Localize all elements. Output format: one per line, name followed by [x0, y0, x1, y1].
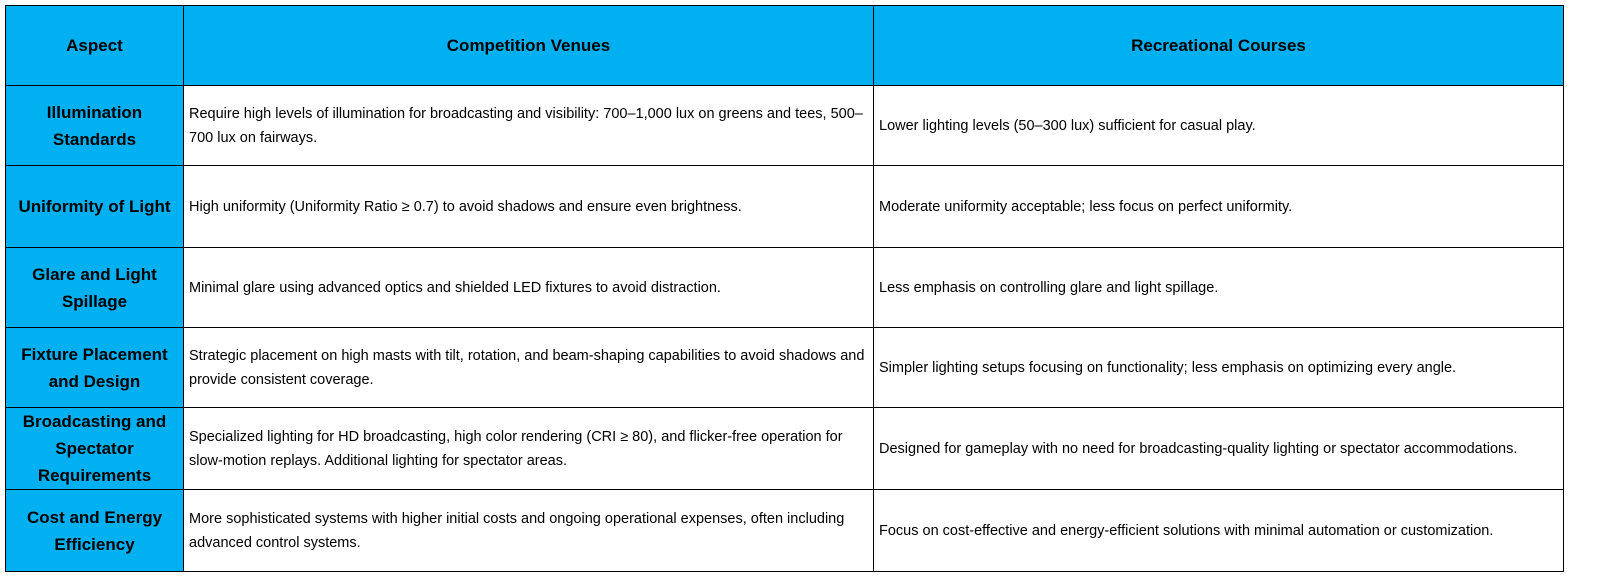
aspect-cell: Cost and Energy Efficiency	[5, 489, 184, 572]
header-row: Aspect Competition Venues Recreational C…	[5, 5, 1564, 86]
table-row: Uniformity of Light High uniformity (Unif…	[5, 165, 1564, 248]
header-cell: Competition Venues	[183, 5, 874, 86]
description-cell: Strategic placement on high masts with t…	[183, 327, 874, 408]
aspect-cell: Fixture Placement and Design	[5, 327, 184, 408]
aspect-cell: Uniformity of Light	[5, 165, 184, 248]
description-cell: Simpler lighting setups focusing on func…	[873, 327, 1564, 408]
description-cell: Moderate uniformity acceptable; less foc…	[873, 165, 1564, 248]
description-cell: Specialized lighting for HD broadcasting…	[183, 407, 874, 490]
table-row: Illumination Standards Require high level…	[5, 85, 1564, 166]
description-cell: Less emphasis on controlling glare and l…	[873, 247, 1564, 328]
description-cell: More sophisticated systems with higher i…	[183, 489, 874, 572]
description-cell: Lower lighting levels (50–300 lux) suffi…	[873, 85, 1564, 166]
description-cell: Minimal glare using advanced optics and …	[183, 247, 874, 328]
description-cell: Designed for gameplay with no need for b…	[873, 407, 1564, 490]
table-body: Illumination Standards Require high level…	[5, 85, 1564, 572]
description-cell: Focus on cost-effective and energy-effic…	[873, 489, 1564, 572]
aspect-cell: Glare and Light Spillage	[5, 247, 184, 328]
description-cell: High uniformity (Uniformity Ratio ≥ 0.7)…	[183, 165, 874, 248]
header-cell: Aspect	[5, 5, 184, 86]
table-row: Fixture Placement and Design Strategic pl…	[5, 327, 1564, 408]
table-row: Glare and Light Spillage Minimal glare us…	[5, 247, 1564, 328]
aspect-cell: Broadcasting and Spectator Requirements	[5, 407, 184, 490]
table-row: Cost and Energy Efficiency More sophistic…	[5, 489, 1564, 572]
comparison-table: Aspect Competition Venues Recreational C…	[5, 5, 1564, 572]
header-cell: Recreational Courses	[873, 5, 1564, 86]
description-cell: Require high levels of illumination for …	[183, 85, 874, 166]
table-row: Broadcasting and Spectator Requirements S…	[5, 407, 1564, 490]
aspect-cell: Illumination Standards	[5, 85, 184, 166]
